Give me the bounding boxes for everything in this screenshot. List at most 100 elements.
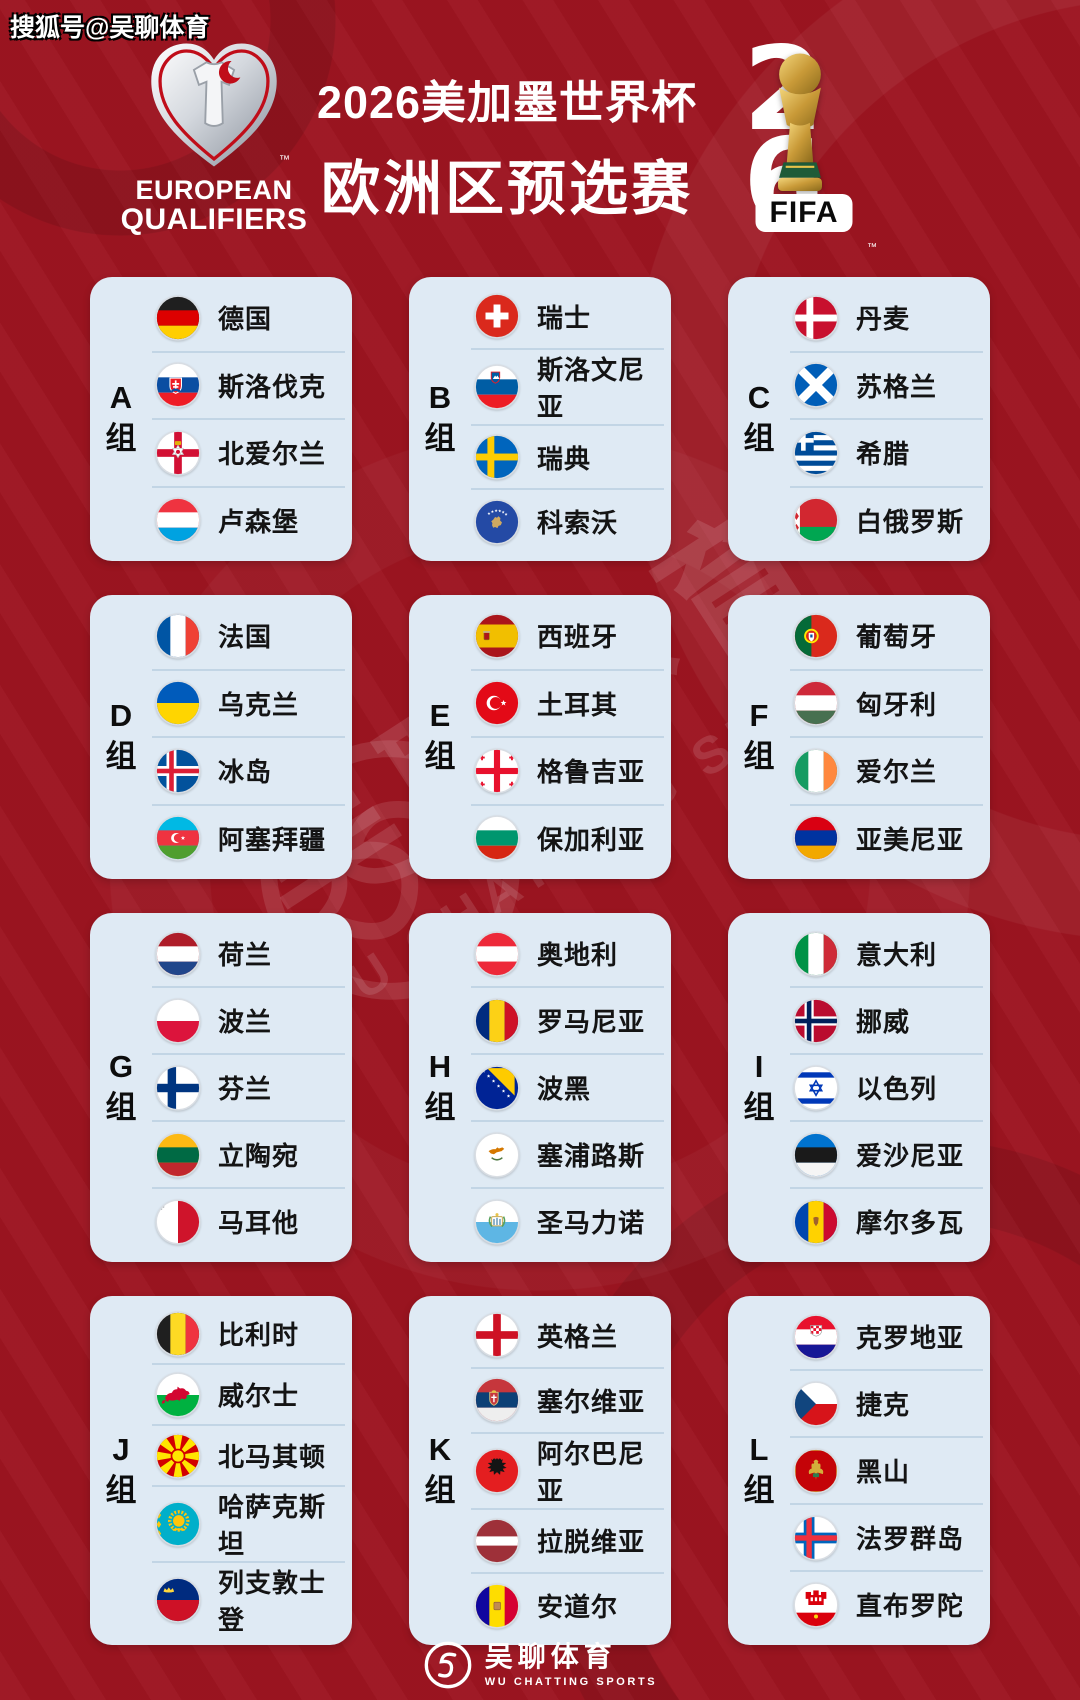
flag-kazakhstan-icon — [155, 1501, 201, 1547]
team-name: 立陶宛 — [218, 1141, 300, 1171]
team-name: 法国 — [218, 622, 273, 653]
flag-israel-icon — [793, 1064, 839, 1111]
team-row: 希腊 — [790, 418, 983, 486]
team-name: 塞尔维亚 — [537, 1386, 646, 1417]
group-letter-char: E — [429, 698, 451, 734]
team-name: 爱沙尼亚 — [856, 1141, 965, 1171]
group-letter-char: D — [109, 698, 133, 734]
flag-nireland-icon — [155, 430, 201, 476]
team-row: 格鲁吉亚 — [471, 736, 664, 804]
group-card-k: K 组英格兰 塞尔维亚 阿尔巴尼亚 拉脱维亚 安道尔 — [409, 1296, 671, 1645]
eq-wordmark-line1: EUROPEAN — [135, 175, 293, 205]
flag-england-icon — [474, 1312, 520, 1358]
team-name: 西班牙 — [537, 622, 619, 653]
team-name: 芬兰 — [218, 1074, 273, 1104]
flag-sweden-icon — [474, 434, 520, 480]
team-rows: 荷兰 波兰 芬兰 立陶宛 马耳他 — [152, 921, 345, 1254]
team-name: 丹麦 — [856, 304, 911, 335]
team-rows: 奥地利 罗马尼亚 波黑 塞浦路斯 圣马力诺 — [471, 921, 664, 1254]
team-row: 德国 — [152, 285, 345, 351]
group-letter-char: I — [754, 1048, 764, 1084]
team-name: 奥地利 — [537, 940, 619, 970]
team-row: 白俄罗斯 — [790, 485, 983, 554]
group-letter-char: L — [749, 1431, 769, 1467]
team-name: 捷克 — [856, 1390, 911, 1420]
flag-switzerland-icon — [474, 293, 520, 339]
team-name: 瑞士 — [537, 302, 592, 333]
team-rows: 丹麦 苏格兰 希腊 白俄罗斯 — [790, 285, 983, 553]
flag-georgia-icon — [474, 748, 520, 794]
group-card-g: G 组荷兰 波兰 芬兰 立陶宛 马耳他 — [90, 913, 352, 1262]
flag-luxembourg-icon — [155, 497, 201, 543]
team-name: 斯洛文尼亚 — [537, 354, 646, 422]
group-letter-suffix: 组 — [743, 1472, 775, 1508]
team-name: 波黑 — [537, 1074, 592, 1104]
team-row: 马耳他 — [152, 1187, 345, 1254]
team-name: 安道尔 — [537, 1592, 619, 1623]
team-name: 德国 — [218, 304, 273, 335]
team-row: 法国 — [152, 603, 345, 669]
team-row: 冰岛 — [152, 736, 345, 804]
team-name: 北马其顿 — [218, 1442, 327, 1472]
group-letter-char: G — [108, 1048, 134, 1084]
team-row: 意大利 — [790, 921, 983, 986]
flag-macedonia-icon — [155, 1432, 201, 1479]
team-row: 列支敦士登 — [152, 1561, 345, 1637]
team-rows: 英格兰 塞尔维亚 阿尔巴尼亚 拉脱维亚 安道尔 — [471, 1304, 664, 1637]
team-row: 亚美尼亚 — [790, 803, 983, 872]
flag-sanmarino-icon — [474, 1198, 520, 1245]
team-name: 以色列 — [856, 1074, 938, 1104]
team-name: 保加利亚 — [537, 824, 646, 855]
team-row: 斯洛文尼亚 — [471, 347, 664, 424]
team-name: 阿尔巴尼亚 — [537, 1438, 646, 1506]
flag-albania-icon — [474, 1447, 520, 1494]
flag-slovenia-icon — [474, 364, 520, 410]
flag-finland-icon — [155, 1064, 201, 1111]
team-row: 科索沃 — [471, 488, 664, 553]
team-rows: 克罗地亚 捷克 黑山 法罗群岛 直布罗陀 — [790, 1304, 983, 1637]
flag-romania-icon — [474, 997, 520, 1044]
group-card-f: F 组葡萄牙 匈牙利 爱尔兰 亚美尼亚 — [728, 595, 990, 879]
flag-germany-icon — [155, 295, 201, 341]
groups-grid: A 组德国 斯洛伐克 北爱尔兰 卢森堡 B 组瑞士 斯洛文尼亚 瑞典 科索沃 C 组丹麦 苏格兰 希腊 白俄… — [90, 277, 990, 1645]
flag-andorra-icon — [474, 1583, 520, 1629]
group-letter-suffix: 组 — [424, 1472, 456, 1508]
team-row: 芬兰 — [152, 1053, 345, 1120]
team-row: 波黑 — [471, 1053, 664, 1120]
group-letter-suffix: 组 — [743, 421, 775, 456]
team-row: 罗马尼亚 — [471, 986, 664, 1053]
team-name: 希腊 — [856, 439, 911, 470]
team-name: 匈牙利 — [856, 689, 938, 720]
flag-latvia-icon — [474, 1518, 520, 1564]
group-letter-suffix: 组 — [424, 1089, 456, 1125]
team-name: 塞浦路斯 — [537, 1141, 646, 1171]
team-row: 瑞典 — [471, 423, 664, 489]
team-name: 马耳他 — [218, 1208, 300, 1238]
flag-serbia-icon — [474, 1377, 520, 1423]
team-name: 罗马尼亚 — [537, 1007, 646, 1037]
team-row: 土耳其 — [471, 668, 664, 737]
fifa-trademark: ™ — [867, 242, 877, 253]
group-card-h: H 组奥地利 罗马尼亚 波黑 塞浦路斯 圣马力诺 — [409, 913, 671, 1262]
flag-netherlands-icon — [155, 930, 201, 977]
team-row: 北马其顿 — [152, 1424, 345, 1485]
team-rows: 意大利 挪威 以色列 爱沙尼亚 摩尔多瓦 — [790, 921, 983, 1254]
flag-ukraine-icon — [155, 680, 201, 726]
team-rows: 西班牙土耳其 格鲁吉亚保加利亚 — [471, 603, 664, 871]
wu-chatting-sports-logo-icon — [424, 1641, 472, 1689]
team-name: 阿塞拜疆 — [218, 824, 327, 855]
fifa-world-cup-26-logo: 2 6 FIFA ™ — [735, 32, 877, 254]
eq-wordmark-line2: QUALIFIERS — [120, 203, 308, 237]
team-row: 塞浦路斯 — [471, 1120, 664, 1187]
group-letter-suffix: 组 — [743, 739, 775, 774]
group-letter-suffix: 组 — [105, 739, 137, 774]
group-letter-suffix: 组 — [743, 1089, 775, 1125]
group-letter-char: J — [112, 1431, 130, 1467]
team-name: 科索沃 — [537, 508, 619, 539]
footer-brand: 吴聊体育 WU CHATTING SPORTS — [0, 1640, 1080, 1690]
eq-trademark: ™ — [279, 154, 290, 166]
flag-liechtenstein-icon — [155, 1577, 201, 1623]
